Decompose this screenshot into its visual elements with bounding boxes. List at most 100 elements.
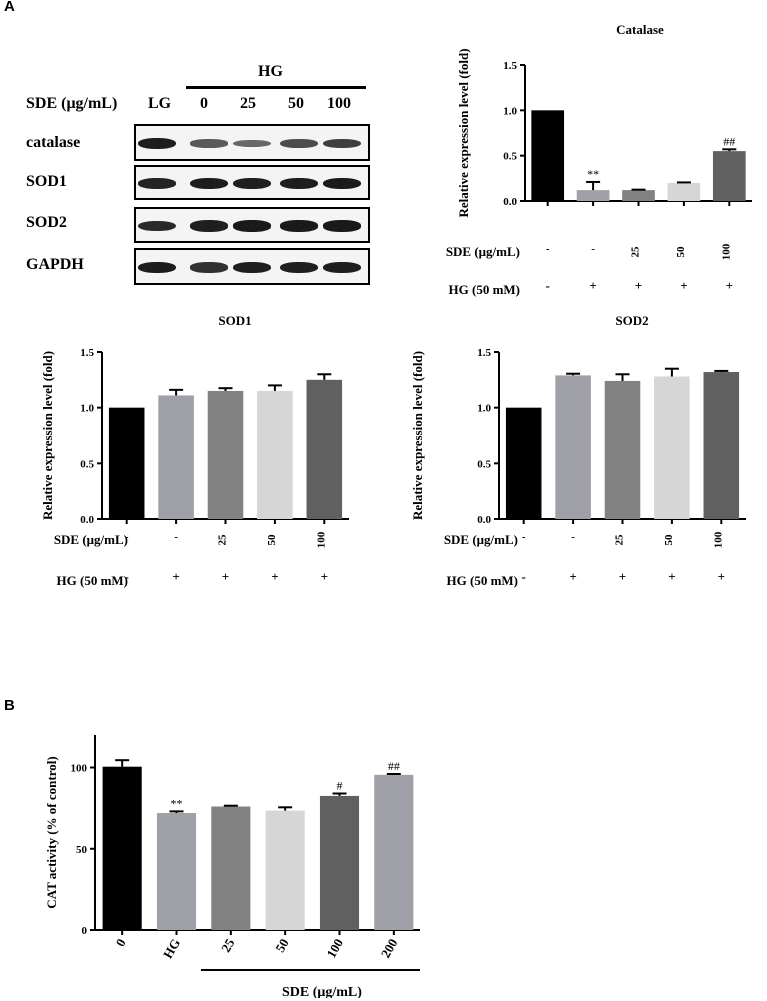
sde-dose-label: -: [591, 243, 595, 255]
sod1-bar-chart: SOD1 Relative expression level (fold) 0.0 0…: [40, 313, 349, 588]
blot-band: [190, 177, 228, 190]
y-tick-label: 50: [76, 844, 88, 856]
bar: [531, 110, 565, 201]
hg-label: +: [222, 569, 229, 584]
sde-dose-label: 25: [630, 246, 642, 258]
blot-band: [280, 220, 318, 232]
panel-label-b: B: [4, 697, 15, 714]
bar: [505, 407, 542, 519]
hg-label: +: [569, 569, 576, 584]
blot-lane-label: 100: [327, 95, 351, 112]
blot-lane-label: LG: [148, 95, 172, 112]
bar: [207, 390, 244, 519]
blot-hg-label: HG: [258, 63, 283, 80]
y-tick-label: 100: [71, 763, 88, 775]
chart-title: Catalase: [616, 22, 664, 37]
blot-band: [323, 261, 361, 274]
y-tick-label: 0.0: [503, 196, 517, 208]
blot-strip-catalase: [134, 124, 370, 161]
blot-hg-line: [186, 86, 366, 89]
bar: [576, 190, 610, 201]
sde-group-label: SDE (μg/mL): [282, 985, 362, 998]
sde-dose-label: 100: [712, 531, 724, 548]
sde-dose-label: -: [125, 531, 129, 543]
chart-title: SOD1: [218, 313, 251, 328]
bar: [156, 813, 197, 930]
x-category-label: HG: [160, 936, 183, 961]
hg-row-label: HG (50 mM): [57, 573, 128, 588]
hg-label: +: [321, 569, 328, 584]
y-tick-label: 1.5: [503, 60, 517, 72]
x-category-label: 50: [272, 936, 291, 955]
panel-label-a: A: [4, 0, 15, 15]
bar: [108, 407, 145, 519]
hg-label: +: [668, 569, 675, 584]
x-category-label: 0: [113, 936, 129, 949]
significance-mark: ##: [723, 134, 735, 148]
blot-band: [233, 177, 271, 190]
bar: [158, 395, 194, 519]
x-category-label: 200: [378, 936, 401, 960]
hg-label: -: [125, 569, 129, 584]
sde-dose-label: 50: [675, 246, 687, 258]
y-tick-label: 1.0: [80, 403, 94, 415]
bar: [604, 380, 641, 519]
y-tick-label: 0: [82, 925, 88, 937]
hg-label: +: [718, 569, 725, 584]
blot-band: [190, 139, 228, 148]
hg-label: -: [546, 278, 550, 293]
sde-dose-label: 25: [217, 534, 229, 546]
y-axis-label: Relative expression level (fold): [410, 351, 425, 520]
hg-label: +: [589, 278, 596, 293]
bar: [257, 390, 293, 519]
y-tick-label: 0.0: [80, 514, 94, 526]
blot-band: [138, 261, 176, 274]
hg-label: +: [271, 569, 278, 584]
y-tick-label: 0.0: [477, 514, 491, 526]
blot-band: [190, 220, 228, 232]
sde-row-label: SDE (μg/mL): [446, 244, 520, 259]
significance-mark: #: [337, 779, 343, 793]
bar: [703, 372, 740, 519]
sde-dose-label: 25: [614, 534, 626, 546]
sde-row-label: SDE (μg/mL): [444, 532, 518, 547]
y-axis-label: CAT activity (% of control): [44, 756, 59, 908]
bar: [319, 795, 360, 930]
blot-band: [323, 138, 361, 149]
western-blot: HG SDE (μg/mL) LG 0 25 50 100 catalase S…: [0, 0, 380, 290]
hg-label: +: [726, 278, 733, 293]
bar: [211, 806, 251, 930]
y-axis-label: Relative expression level (fold): [40, 351, 55, 520]
sde-dose-label: 50: [663, 534, 675, 546]
blot-row-label: SOD2: [26, 214, 67, 231]
blot-row-label: SOD1: [26, 173, 67, 190]
blot-band: [138, 178, 176, 189]
cat-activity-bar-chart: CAT activity (% of control) 0 50 100 0 ** HG 25…: [44, 735, 420, 998]
sod2-bar-chart: SOD2 Relative expression level (fold) 0.0 0…: [410, 313, 746, 588]
catalase-bar-chart: Catalase Relative expression level (fold)…: [446, 22, 752, 297]
hg-label: +: [172, 569, 179, 584]
blot-lane-label: 25: [240, 95, 256, 112]
blot-band: [323, 177, 361, 190]
bar: [622, 190, 655, 201]
blot-band: [233, 139, 271, 148]
y-tick-label: 0.5: [80, 458, 94, 470]
hg-label: +: [635, 278, 642, 293]
blot-row-label: catalase: [26, 134, 81, 151]
hg-label: +: [619, 569, 626, 584]
y-tick-label: 0.5: [503, 151, 517, 163]
sde-dose-label: -: [174, 531, 178, 543]
y-tick-label: 1.5: [477, 347, 491, 359]
sde-dose-label: 100: [315, 531, 327, 548]
hg-row-label: HG (50 mM): [447, 573, 518, 588]
sde-dose-label: -: [571, 531, 575, 543]
sde-dose-label: -: [522, 531, 526, 543]
blot-band: [138, 137, 176, 150]
sde-dose-label: 50: [266, 534, 278, 546]
blot-band: [280, 261, 318, 274]
bar: [712, 151, 746, 201]
blot-lane-label: 50: [288, 95, 304, 112]
blot-sde-label: SDE (μg/mL): [26, 95, 118, 112]
bar: [265, 810, 305, 930]
y-axis-label: Relative expression level (fold): [456, 48, 471, 217]
